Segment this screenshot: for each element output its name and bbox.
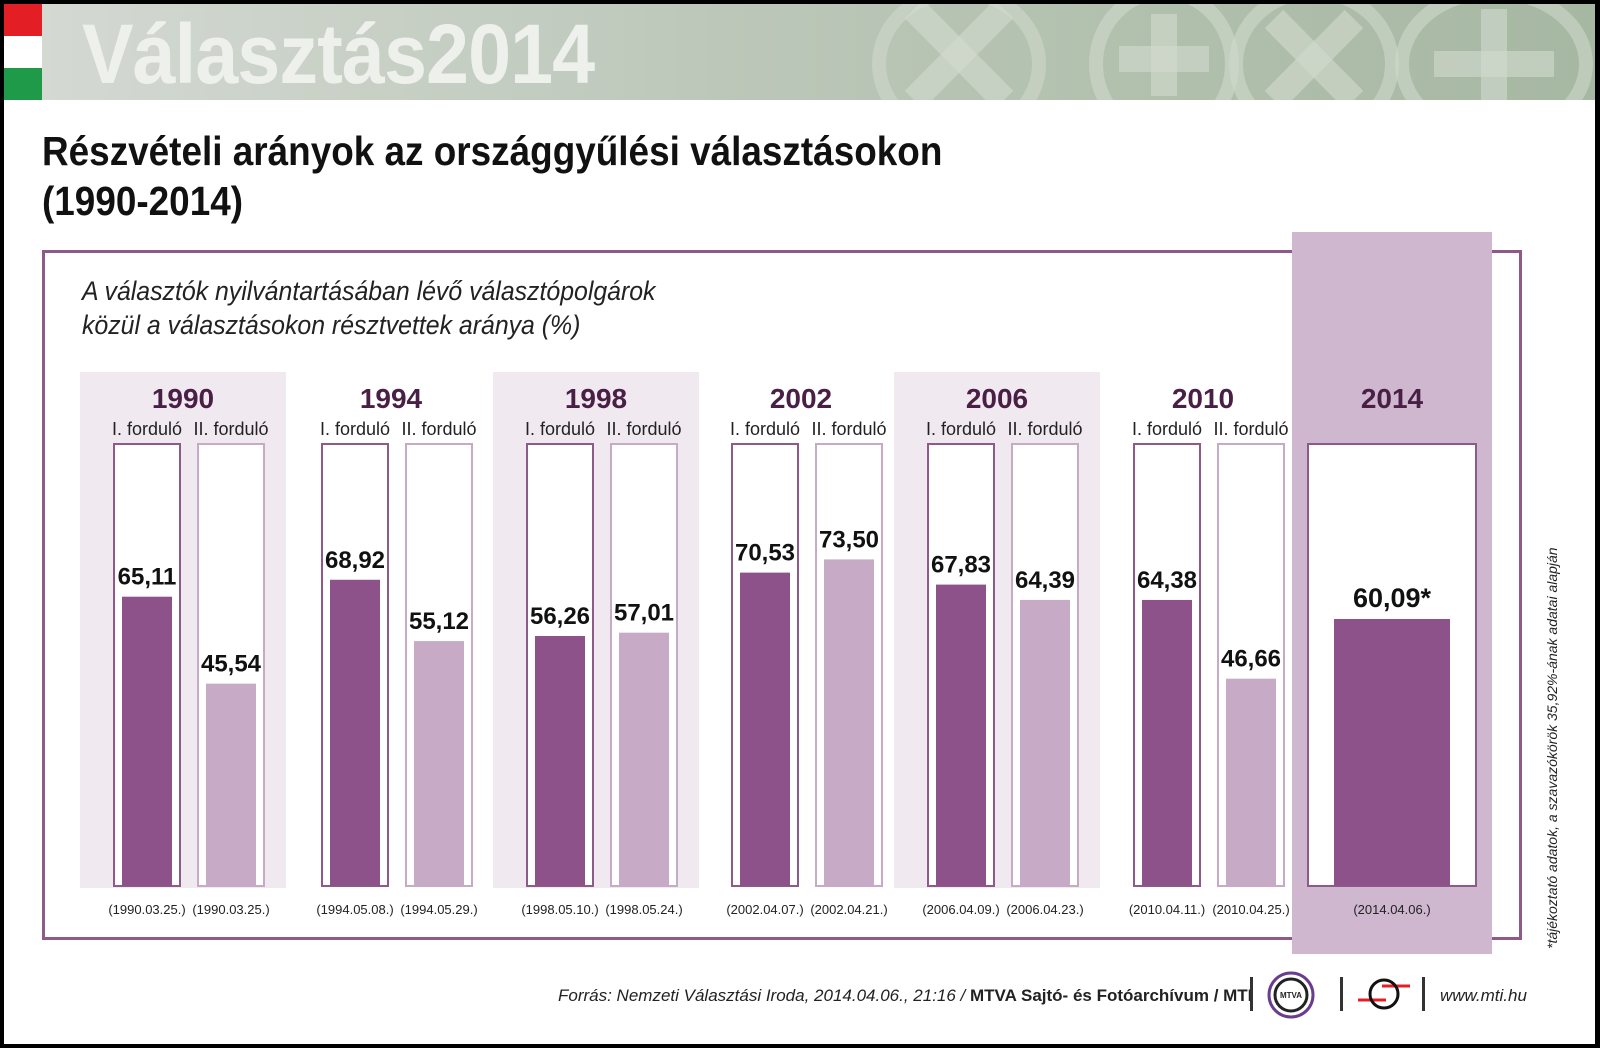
year-label: 1994 — [360, 383, 423, 414]
bar — [1226, 678, 1276, 886]
value-label: 65,11 — [118, 564, 177, 591]
date-label: (1994.05.08.) — [316, 902, 393, 917]
source-line: Forrás: Nemzeti Választási Iroda, 2014.0… — [558, 986, 1252, 1006]
bar — [122, 596, 172, 886]
infographic: Választás2014 Részvételi arányok az orsz… — [4, 4, 1595, 1044]
round-label: II. forduló — [401, 419, 476, 439]
value-label: 68,92 — [325, 547, 385, 574]
date-label: (2006.04.09.) — [922, 902, 999, 917]
source-text: Forrás: Nemzeti Választási Iroda, 2014.0… — [558, 986, 970, 1005]
round-label: I. forduló — [1132, 419, 1202, 439]
ballot-marks-decoration-icon — [872, 4, 1593, 100]
value-label: 56,26 — [530, 603, 590, 630]
value-label: 57,01 — [614, 600, 674, 627]
year-label: 2002 — [770, 383, 832, 414]
round-label: II. forduló — [811, 419, 886, 439]
chart-subtitle-line1: A választók nyilvántartásában lévő válas… — [82, 276, 656, 306]
year-label: 2014 — [1361, 383, 1424, 414]
bar — [330, 579, 380, 886]
flag-stripe-green — [4, 68, 42, 100]
value-label: 46,66 — [1221, 646, 1281, 673]
chart-title: Részvételi arányok az országgyűlési vála… — [42, 126, 942, 226]
round-label: I. forduló — [525, 419, 595, 439]
bar-chart: 1990 I. forduló 65,11 (1990.03.25.) II. ford… — [80, 232, 1492, 954]
bar — [535, 636, 585, 886]
bar — [824, 559, 874, 886]
date-label: (1998.05.24.) — [605, 902, 682, 917]
bar — [414, 641, 464, 886]
date-label: (1990.03.25.) — [192, 902, 269, 917]
round-label: I. forduló — [320, 419, 390, 439]
banner-title: Választás2014 — [82, 7, 595, 100]
bar — [1020, 599, 1070, 886]
year-label: 1998 — [565, 383, 627, 414]
date-label: (2002.04.07.) — [726, 902, 803, 917]
banner: Választás2014 — [4, 4, 1595, 100]
date-label: (1990.03.25.) — [108, 902, 185, 917]
value-label: 45,54 — [201, 651, 262, 678]
round-label: II. forduló — [193, 419, 268, 439]
round-label: II. forduló — [606, 419, 681, 439]
round-label: I. forduló — [112, 419, 182, 439]
bar — [936, 584, 986, 886]
date-label: (2014.04.06.) — [1353, 902, 1430, 917]
bar — [1142, 599, 1192, 886]
flag-stripe-white — [4, 36, 42, 68]
bar — [206, 683, 256, 886]
chart-title-line2: (1990-2014) — [42, 178, 244, 224]
mtva-logo-icon: MTVA — [1267, 971, 1315, 1019]
mtva-logo-text: MTVA — [1280, 991, 1302, 1000]
round-label: I. forduló — [730, 419, 800, 439]
date-label: (2002.04.21.) — [810, 902, 887, 917]
website-link[interactable]: www.mti.hu — [1440, 986, 1527, 1005]
separator — [1340, 977, 1343, 1011]
separator — [1250, 977, 1253, 1011]
date-label: (2010.04.25.) — [1212, 902, 1289, 917]
year-label: 2010 — [1172, 383, 1234, 414]
value-label: 64,39 — [1015, 567, 1075, 594]
date-label: (2010.04.11.) — [1129, 902, 1205, 917]
bar-2014 — [1334, 619, 1450, 886]
source-credit: MTVA Sajtó- és Fotóarchívum / MTI — [970, 986, 1253, 1005]
bar — [619, 632, 669, 886]
year-label: 2006 — [966, 383, 1028, 414]
chart-subtitle-line2: közül a választásokon résztvettek aránya… — [82, 310, 581, 340]
value-label: 67,83 — [931, 552, 991, 579]
mti-logo-icon — [1358, 978, 1410, 1010]
chart-title-line1: Részvételi arányok az országgyűlési vála… — [42, 128, 943, 174]
round-label: II. forduló — [1213, 419, 1288, 439]
separator — [1422, 977, 1425, 1011]
value-label: 55,12 — [409, 608, 469, 635]
chart-subtitle: A választók nyilvántartásában lévő válas… — [82, 274, 655, 342]
value-label: 73,50 — [819, 526, 879, 553]
round-label: II. forduló — [1007, 419, 1082, 439]
value-label: 70,53 — [735, 540, 795, 567]
bar — [740, 572, 790, 886]
value-label: 60,09* — [1353, 583, 1432, 613]
year-label: 1990 — [152, 383, 214, 414]
flag-stripe-red — [4, 4, 42, 36]
round-label: I. forduló — [926, 419, 996, 439]
chart-frame — [42, 250, 1522, 940]
date-label: (1998.05.10.) — [521, 902, 598, 917]
date-label: (1994.05.29.) — [400, 902, 477, 917]
date-label: (2006.04.23.) — [1006, 902, 1083, 917]
value-label: 64,38 — [1137, 567, 1197, 594]
footnote: *tájékoztató adatok, a szavazókörök 35,9… — [1544, 547, 1560, 949]
